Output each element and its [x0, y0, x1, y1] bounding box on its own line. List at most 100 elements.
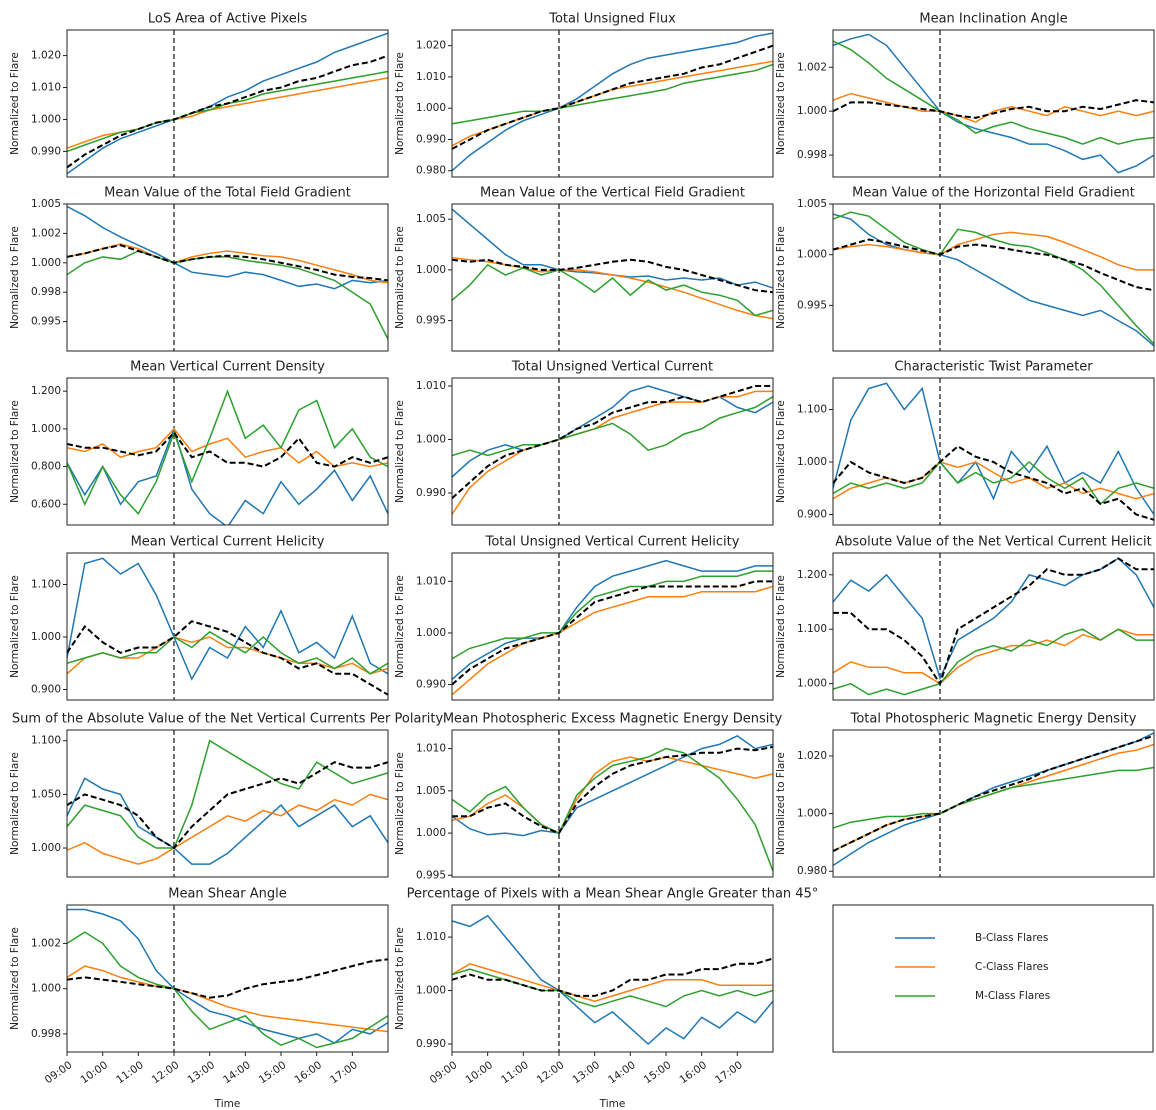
y-tick-label: 0.995 — [797, 299, 827, 311]
y-tick-label: 0.990 — [416, 487, 446, 499]
panel-title: Sum of the Absolute Value of the Net Ver… — [12, 712, 444, 727]
legend: B-Class Flares C-Class Flares M-Class Flar… — [832, 904, 1154, 1053]
y-tick-label: 1.020 — [31, 50, 61, 62]
y-tick-label: 1.000 — [797, 456, 827, 468]
y-axis-label: Normalized to Flare — [9, 927, 21, 1030]
x-tick-label: 09:00 — [43, 1059, 75, 1086]
y-axis-label: Normalized to Flare — [394, 226, 406, 329]
y-tick-label: 1.000 — [31, 423, 61, 435]
series-line — [452, 559, 773, 680]
y-tick-label: 1.000 — [416, 827, 446, 839]
x-tick-label: 13:00 — [570, 1059, 602, 1086]
plot-frame — [66, 377, 389, 526]
y-tick-label: 1.000 — [416, 985, 446, 997]
x-tick-label: 13:00 — [185, 1059, 217, 1086]
y-tick-label: 0.600 — [31, 498, 61, 510]
x-tick-label: 12:00 — [150, 1059, 182, 1086]
panel-title: Percentage of Pixels with a Mean Shear A… — [407, 887, 819, 902]
y-axis-label: Normalized to Flare — [775, 52, 787, 155]
mean-line — [833, 445, 1154, 521]
series-line — [833, 743, 1154, 852]
mean-line — [452, 44, 773, 150]
x-tick-label: 11:00 — [114, 1059, 146, 1086]
panel-title: Mean Value of the Vertical Field Gradien… — [480, 186, 745, 201]
y-tick-label: 1.000 — [31, 983, 61, 995]
x-axis-label: Time — [599, 1098, 626, 1110]
y-tick-label: 1.200 — [797, 569, 827, 581]
legend-label: M-Class Flares — [975, 990, 1050, 1002]
y-tick-label: 1.002 — [31, 937, 61, 949]
panel: Percentage of Pixels with a Mean Shear A… — [394, 887, 818, 1110]
series-line — [452, 390, 773, 515]
plot-frame — [451, 29, 774, 178]
y-tick-label: 1.010 — [416, 743, 446, 755]
series-line — [452, 962, 773, 1002]
y-tick-label: 0.998 — [31, 1028, 61, 1040]
series-line — [67, 250, 388, 340]
panel: Characteristic Twist Parameter Normalized… — [775, 360, 1155, 526]
y-tick-label: 1.005 — [416, 213, 446, 225]
y-tick-label: 1.000 — [797, 105, 827, 117]
y-tick-label: 0.998 — [31, 286, 61, 298]
y-tick-label: 0.990 — [416, 679, 446, 691]
y-tick-label: 0.900 — [797, 509, 827, 521]
y-tick-label: 1.200 — [31, 385, 61, 397]
y-tick-label: 1.010 — [31, 82, 61, 94]
y-axis-label: Normalized to Flare — [394, 575, 406, 678]
panel: Total Photospheric Magnetic Energy Densi… — [775, 712, 1155, 878]
panel: Mean Value of the Horizontal Field Gradi… — [775, 186, 1155, 352]
mean-line — [452, 745, 773, 835]
y-tick-label: 1.010 — [416, 71, 446, 83]
y-tick-label: 0.990 — [31, 145, 61, 157]
panel: Mean Value of the Vertical Field Gradien… — [394, 186, 774, 352]
panel-title: Characteristic Twist Parameter — [894, 360, 1093, 375]
series-line — [67, 426, 388, 525]
panel: Mean Photospheric Excess Magnetic Energy… — [394, 712, 782, 882]
series-line — [452, 914, 773, 1046]
series-line — [452, 208, 773, 289]
plot-frame — [451, 904, 774, 1053]
y-axis-label: Normalized to Flare — [9, 52, 21, 155]
series-line — [833, 461, 1154, 500]
series-line — [833, 766, 1154, 829]
x-tick-label: 15:00 — [257, 1059, 289, 1086]
y-tick-label: 0.990 — [416, 1038, 446, 1050]
panel: Total Unsigned Vertical Current Helicity… — [394, 535, 774, 701]
plot-frame — [66, 552, 389, 701]
mean-line — [452, 258, 773, 294]
series-line — [833, 231, 1154, 271]
series-line — [67, 427, 388, 468]
y-tick-label: 0.900 — [31, 684, 61, 696]
y-axis-label: Normalized to Flare — [9, 226, 21, 329]
plot-frame — [832, 377, 1155, 526]
plot-frame — [451, 203, 774, 352]
x-tick-label: 09:00 — [428, 1059, 460, 1086]
series-line — [833, 92, 1154, 123]
y-axis-label: Normalized to Flare — [775, 400, 787, 503]
y-tick-label: 1.000 — [797, 808, 827, 820]
y-axis-label: Normalized to Flare — [9, 752, 21, 855]
series-line — [452, 32, 773, 172]
mean-line — [67, 958, 388, 999]
y-tick-label: 1.000 — [31, 842, 61, 854]
series-line — [452, 747, 773, 872]
x-tick-label: 10:00 — [463, 1059, 495, 1086]
panel: Sum of the Absolute Value of the Net Ver… — [9, 712, 443, 878]
mean-line — [67, 431, 388, 468]
series-line — [452, 396, 773, 457]
y-tick-label: 1.000 — [31, 631, 61, 643]
y-tick-label: 1.000 — [416, 433, 446, 445]
y-axis-label: Normalized to Flare — [9, 400, 21, 503]
series-line — [67, 793, 388, 865]
panel-title: Mean Vertical Current Helicity — [131, 535, 325, 550]
panel: Total Unsigned Flux Normalized to Flare 0.… — [394, 12, 774, 178]
y-axis-label: Normalized to Flare — [775, 752, 787, 855]
series-line — [452, 756, 773, 835]
y-tick-label: 1.100 — [797, 623, 827, 635]
y-tick-label: 0.995 — [31, 316, 61, 328]
mean-line — [452, 957, 773, 997]
series-line — [833, 628, 1154, 696]
y-tick-label: 1.000 — [797, 249, 827, 261]
series-line — [452, 570, 773, 660]
